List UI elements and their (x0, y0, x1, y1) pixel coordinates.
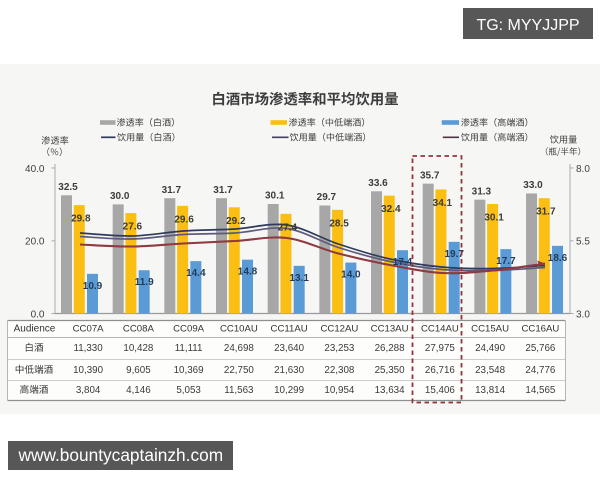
svg-text:17.7: 17.7 (496, 256, 516, 267)
svg-text:28.5: 28.5 (329, 218, 349, 229)
svg-text:25,350: 25,350 (375, 365, 406, 376)
svg-text:34.1: 34.1 (433, 198, 453, 209)
svg-text:27.4: 27.4 (278, 222, 298, 233)
svg-text:22,750: 22,750 (224, 365, 255, 376)
svg-text:29.8: 29.8 (71, 214, 91, 225)
svg-text:23,548: 23,548 (475, 365, 506, 376)
svg-text:13.1: 13.1 (289, 273, 309, 284)
svg-text:27.6: 27.6 (123, 222, 143, 233)
svg-text:CC11AU: CC11AU (271, 324, 308, 335)
svg-text:11,330: 11,330 (73, 343, 103, 354)
svg-text:CC14AU: CC14AU (421, 324, 459, 335)
svg-text:33.0: 33.0 (523, 180, 543, 191)
svg-text:13,814: 13,814 (475, 385, 506, 396)
svg-text:17.4: 17.4 (393, 257, 413, 268)
svg-text:13,634: 13,634 (375, 385, 406, 396)
svg-text:3,804: 3,804 (76, 385, 101, 396)
svg-text:10,428: 10,428 (123, 343, 154, 354)
svg-text:24,698: 24,698 (224, 343, 255, 354)
svg-text:20.0: 20.0 (25, 237, 45, 248)
svg-text:29.6: 29.6 (174, 214, 194, 225)
svg-text:14.8: 14.8 (238, 267, 258, 278)
svg-text:30.1: 30.1 (265, 191, 285, 202)
svg-text:29.7: 29.7 (317, 192, 337, 203)
svg-text:11.9: 11.9 (135, 277, 154, 288)
svg-text:31.3: 31.3 (472, 186, 492, 197)
svg-text:3.0: 3.0 (576, 309, 590, 320)
svg-text:10.9: 10.9 (83, 281, 103, 292)
svg-text:CC07A: CC07A (73, 324, 105, 335)
svg-text:11,563: 11,563 (224, 385, 254, 396)
svg-text:35.7: 35.7 (420, 170, 440, 181)
svg-text:4,146: 4,146 (126, 385, 151, 396)
svg-text:21,630: 21,630 (274, 365, 305, 376)
svg-text:CC09A: CC09A (173, 324, 205, 335)
svg-text:24,490: 24,490 (475, 343, 506, 354)
svg-text:14.4: 14.4 (186, 268, 206, 279)
svg-text:10,390: 10,390 (73, 365, 104, 376)
svg-text:18.6: 18.6 (548, 253, 568, 264)
svg-text:10,369: 10,369 (174, 365, 204, 376)
svg-text:19.7: 19.7 (444, 249, 464, 260)
svg-text:30.0: 30.0 (110, 191, 130, 202)
svg-text:26,288: 26,288 (375, 343, 406, 354)
svg-text:14.0: 14.0 (341, 270, 361, 281)
svg-text:Audience: Audience (14, 324, 56, 335)
svg-text:5.5: 5.5 (576, 237, 590, 248)
svg-text:CC13AU: CC13AU (371, 324, 409, 335)
svg-text:31.7: 31.7 (213, 185, 233, 196)
svg-text:22,308: 22,308 (324, 365, 355, 376)
svg-text:31.7: 31.7 (162, 185, 182, 196)
svg-text:33.6: 33.6 (368, 178, 388, 189)
svg-text:23,640: 23,640 (274, 343, 305, 354)
svg-text:5,053: 5,053 (176, 385, 201, 396)
svg-text:30.1: 30.1 (484, 213, 504, 224)
svg-text:32.4: 32.4 (381, 204, 401, 215)
svg-text:CC08A: CC08A (123, 324, 155, 335)
svg-text:40.0: 40.0 (25, 164, 45, 175)
svg-text:8.0: 8.0 (576, 164, 590, 175)
svg-text:10,954: 10,954 (324, 385, 355, 396)
svg-text:10,299: 10,299 (274, 385, 304, 396)
svg-text:0.0: 0.0 (31, 309, 45, 320)
svg-text:25,766: 25,766 (525, 343, 556, 354)
svg-text:9,605: 9,605 (126, 365, 151, 376)
svg-text:CC15AU: CC15AU (471, 324, 509, 335)
svg-text:CC12AU: CC12AU (320, 324, 358, 335)
svg-text:23,253: 23,253 (324, 343, 355, 354)
svg-text:27,975: 27,975 (425, 343, 456, 354)
svg-text:26,716: 26,716 (425, 365, 456, 376)
svg-text:32.5: 32.5 (58, 182, 78, 193)
svg-text:CC16AU: CC16AU (521, 324, 559, 335)
svg-text:29.2: 29.2 (226, 216, 246, 227)
svg-text:24,776: 24,776 (525, 365, 556, 376)
svg-text:11,111: 11,111 (175, 343, 203, 354)
svg-text:31.7: 31.7 (536, 207, 556, 218)
svg-text:14,565: 14,565 (525, 385, 556, 396)
svg-text:15,406: 15,406 (425, 385, 456, 396)
svg-text:CC10AU: CC10AU (220, 324, 258, 335)
